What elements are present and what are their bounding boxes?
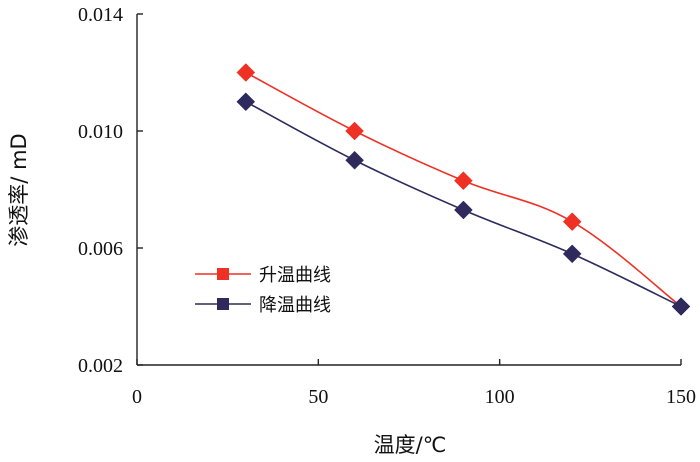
data-point xyxy=(236,92,256,112)
x-tick-label: 150 xyxy=(666,386,696,408)
x-tick-label: 100 xyxy=(485,386,515,408)
y-tick-label: 0.002 xyxy=(78,355,123,377)
data-point xyxy=(671,297,691,316)
data-point xyxy=(236,63,256,82)
x-axis-label: 温度/℃ xyxy=(374,433,447,457)
axes xyxy=(136,14,681,366)
data-point xyxy=(562,244,582,264)
legend-label: 降温曲线 xyxy=(259,295,331,316)
legend-swatch-marker xyxy=(217,268,229,280)
legend-item: 降温曲线 xyxy=(195,295,331,316)
data-point xyxy=(562,212,582,232)
y-axis-ticks: 0.002 0.006 0.010 0.014 xyxy=(78,4,143,377)
x-tick-label: 50 xyxy=(308,386,328,408)
legend-label: 升温曲线 xyxy=(259,265,331,286)
x-tick-label: 0 xyxy=(132,386,142,408)
x-axis-ticks: 0 50 100 150 xyxy=(132,359,696,408)
data-point xyxy=(454,200,473,220)
series-layer xyxy=(236,63,691,316)
y-tick-label: 0.010 xyxy=(78,121,123,143)
data-point xyxy=(345,121,364,141)
y-axis-label: 渗透率/ mD xyxy=(7,133,31,246)
data-point xyxy=(345,150,364,170)
legend-item: 升温曲线 xyxy=(195,265,331,286)
series-2 xyxy=(236,92,691,316)
legend-swatch-marker xyxy=(217,298,229,310)
y-tick-label: 0.014 xyxy=(78,4,123,26)
y-tick-label: 0.006 xyxy=(78,238,123,260)
data-point xyxy=(454,171,473,191)
